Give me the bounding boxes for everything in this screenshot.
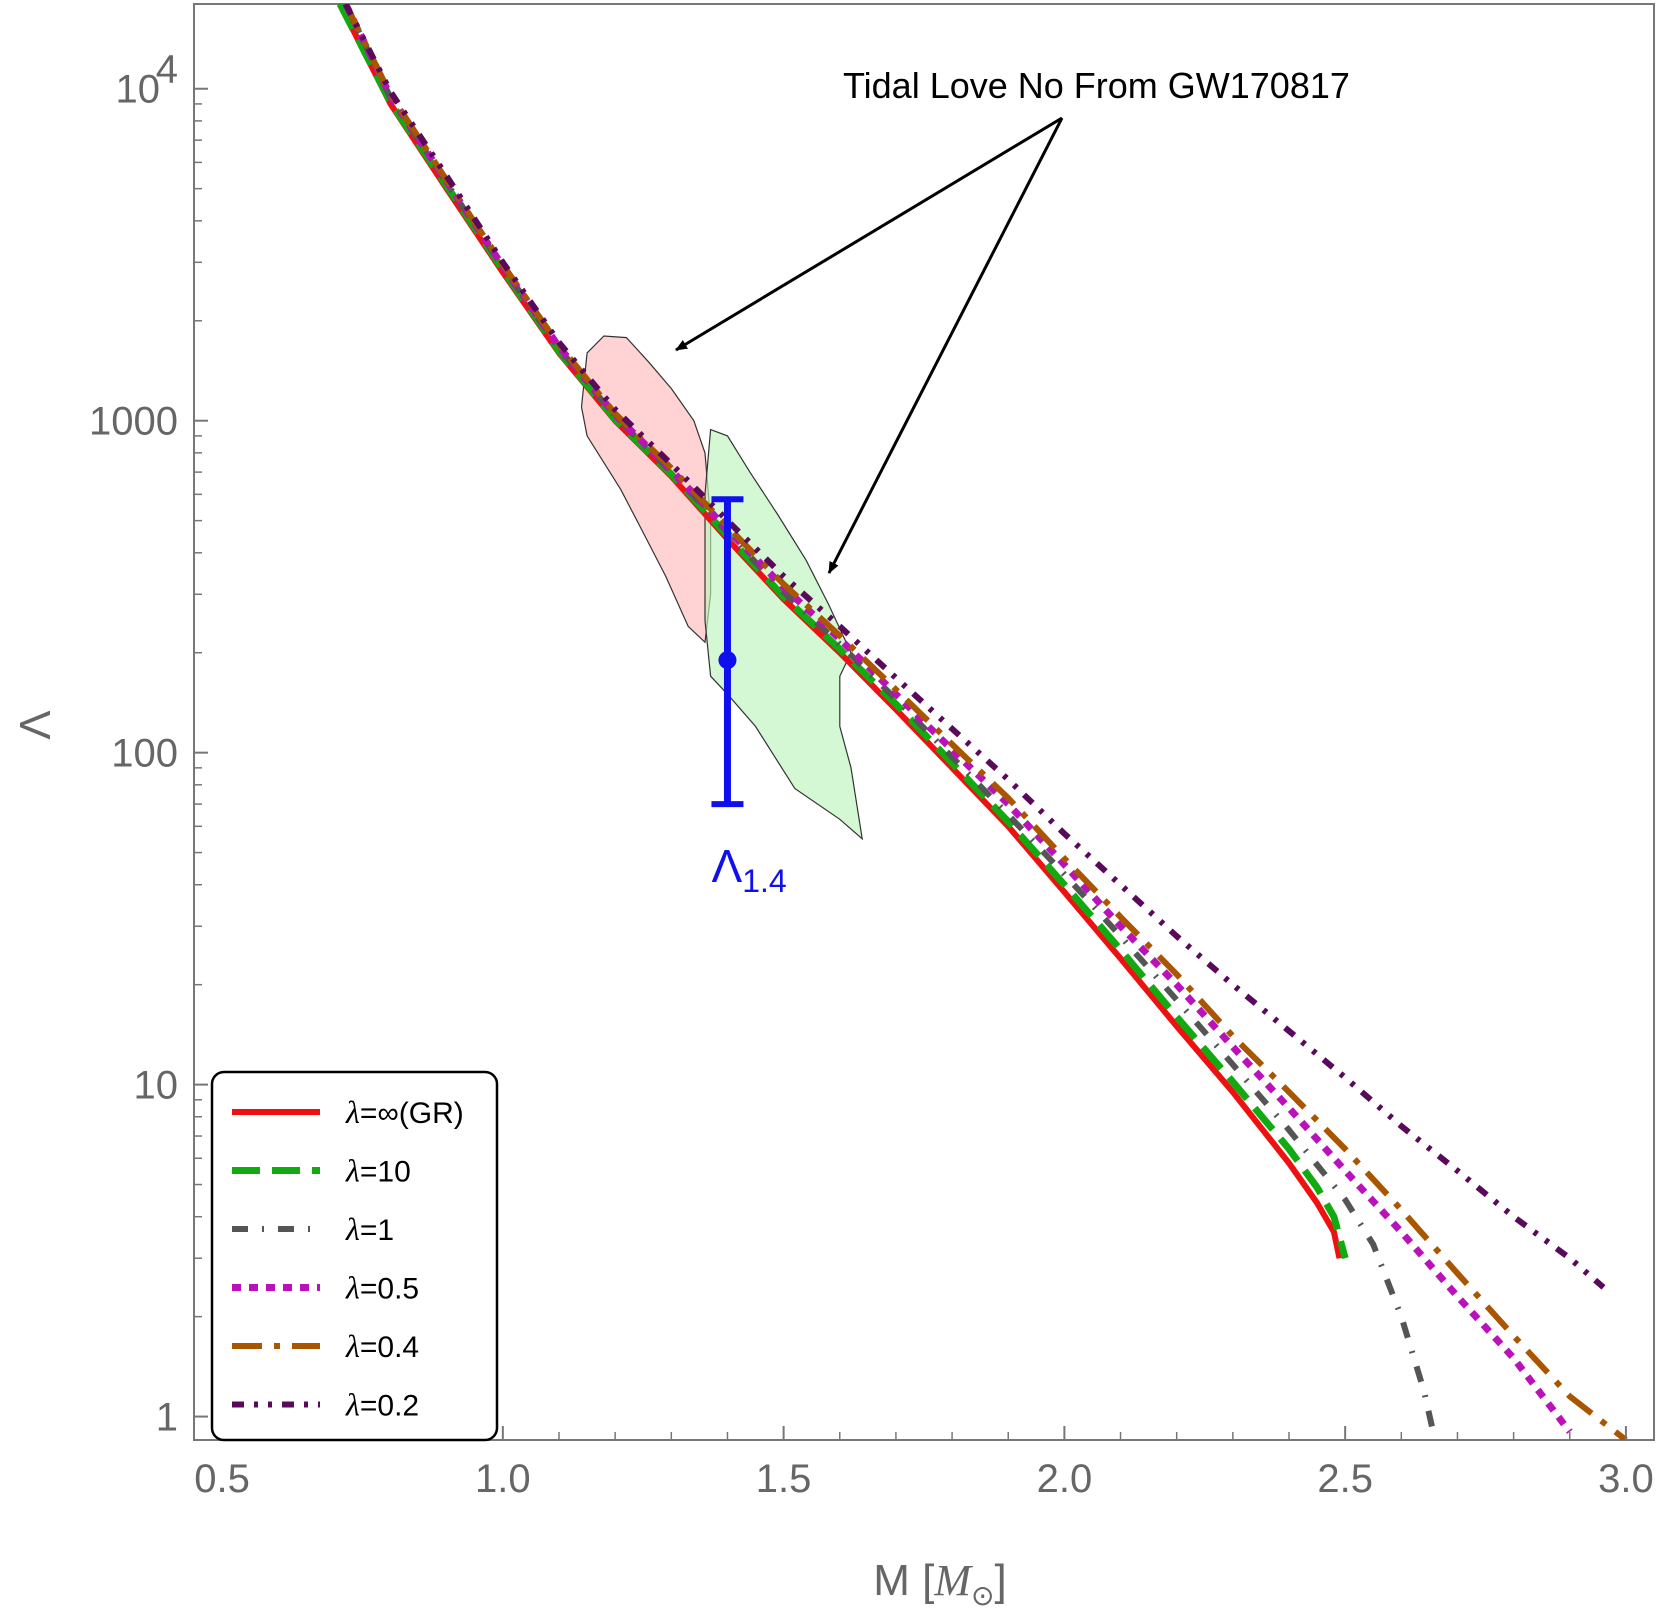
x-tick-label: 2.0	[1037, 1457, 1093, 1501]
x-tick-label: 0.5	[194, 1457, 250, 1501]
y-tick-label: 1	[156, 1396, 178, 1440]
x-axis-title: M [M⊙]	[873, 1556, 1006, 1608]
legend: λ=∞(GR) λ=10 λ=1 λ=0.5 λ=0.4 λ=0.2	[212, 1072, 497, 1440]
legend-label-4: λ=0.5	[345, 1270, 419, 1306]
x-tick-label: 2.5	[1317, 1457, 1373, 1501]
y-axis-title: Λ	[11, 710, 60, 740]
errorbar-label-main: Λ	[711, 840, 742, 892]
legend-label-2: λ=10	[345, 1153, 411, 1189]
errorbar-center-point	[718, 651, 736, 669]
legend-label-1: λ=∞(GR)	[345, 1094, 464, 1130]
legend-label-3: λ=1	[345, 1211, 394, 1247]
x-axis-title-symbol: M	[933, 1556, 973, 1605]
y-tick-label: 10	[134, 1064, 179, 1108]
x-tick-label: 3.0	[1598, 1457, 1654, 1501]
svg-text:M [M⊙]: M [M⊙]	[873, 1556, 1006, 1608]
y-tick-label: 1000	[89, 400, 178, 444]
errorbar-label-sub: 1.4	[742, 863, 786, 899]
x-axis-title-main: M [	[873, 1556, 934, 1605]
x-tick-label: 1.5	[756, 1457, 812, 1501]
y-tick-label: 10	[116, 68, 161, 112]
y-tick-label: 100	[111, 732, 178, 776]
y-tick-exponent: 4	[156, 48, 178, 92]
legend-label-6: λ=0.2	[345, 1387, 419, 1423]
legend-label-5: λ=0.4	[345, 1328, 419, 1364]
x-axis-title-sub: ⊙	[971, 1580, 994, 1608]
annotation-text: Tidal Love No From GW170817	[843, 65, 1350, 106]
x-axis-title-end: ]	[995, 1556, 1007, 1605]
x-tick-label: 1.0	[475, 1457, 531, 1501]
